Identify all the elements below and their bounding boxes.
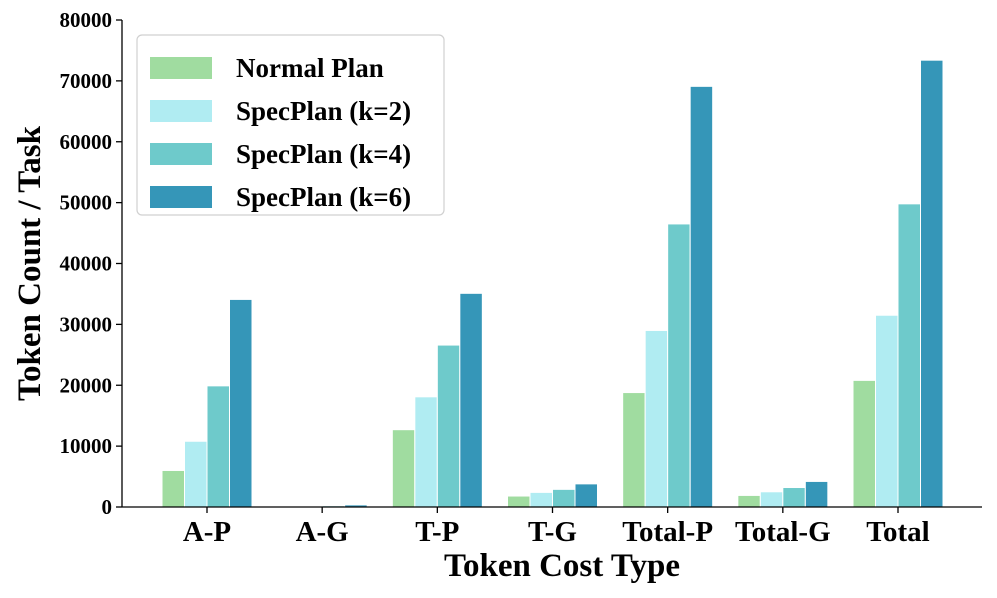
bar (529, 491, 553, 508)
bar (229, 298, 253, 508)
x-tick-label: Total (866, 516, 929, 548)
y-tick-label: 0 (102, 495, 113, 519)
y-tick-label: 60000 (60, 130, 113, 154)
y-tick-label: 80000 (60, 8, 113, 32)
bar (644, 329, 669, 508)
bar (507, 495, 531, 508)
bar (737, 494, 761, 508)
bar (875, 314, 899, 508)
x-tick-label: Total-P (622, 516, 713, 548)
legend-label: Normal Plan (236, 53, 384, 83)
y-tick-label: 20000 (60, 373, 113, 397)
y-tick-label: 10000 (60, 434, 113, 458)
x-tick-label: A-G (296, 516, 349, 548)
legend-swatch (150, 143, 212, 165)
x-axis-title: Token Cost Type (444, 548, 680, 584)
bar (459, 292, 483, 508)
x-tick-label: Total-G (735, 516, 831, 548)
bar (414, 396, 438, 508)
legend-label: SpecPlan (k=4) (236, 139, 411, 169)
bar (667, 223, 691, 508)
bar (759, 491, 784, 508)
bar (552, 488, 576, 508)
y-axis-title: Token Count / Task (12, 125, 48, 401)
legend-swatch (150, 186, 212, 208)
bar (622, 392, 646, 508)
bar (161, 469, 185, 508)
legend: Normal Plan SpecPlan (k=2) SpecPlan (k=4) S… (136, 34, 445, 216)
bar (184, 440, 208, 508)
legend-label: SpecPlan (k=6) (236, 182, 411, 212)
y-tick-label: 30000 (60, 312, 113, 336)
y-tick-label: 70000 (60, 69, 113, 93)
bar (782, 487, 806, 508)
bars-group (161, 59, 944, 508)
bar (920, 59, 944, 508)
x-tick-label: T-P (415, 516, 459, 548)
bar (897, 203, 921, 508)
bar (574, 483, 598, 508)
x-ticks-group: A-P A-G T-P T-G Total-P Total-G Total (183, 507, 930, 548)
bar (391, 429, 416, 508)
x-tick-label: A-P (183, 516, 231, 548)
legend-frame (136, 34, 445, 216)
y-ticks-group: 0 10000 20000 30000 40000 50000 60000 70000 8000… (60, 8, 122, 519)
bar (804, 480, 829, 508)
legend-label: SpecPlan (k=2) (236, 96, 411, 126)
legend-swatch (150, 100, 212, 122)
bar (689, 85, 714, 508)
bar (852, 379, 876, 508)
y-tick-label: 40000 (60, 252, 113, 276)
bar (436, 344, 461, 508)
bar (206, 385, 230, 508)
y-tick-label: 50000 (60, 191, 113, 215)
x-tick-label: T-G (528, 516, 577, 548)
legend-swatch (150, 57, 212, 79)
